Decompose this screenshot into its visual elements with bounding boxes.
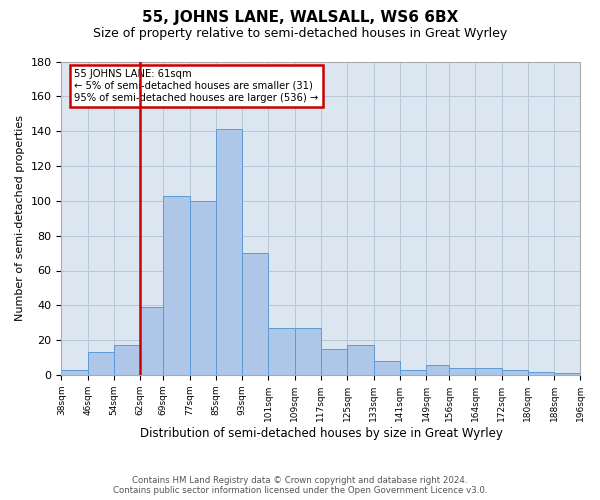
Text: 55 JOHNS LANE: 61sqm
← 5% of semi-detached houses are smaller (31)
95% of semi-d: 55 JOHNS LANE: 61sqm ← 5% of semi-detach…: [74, 70, 319, 102]
Bar: [475, 368, 502, 375]
Text: 55, JOHNS LANE, WALSALL, WS6 6BX: 55, JOHNS LANE, WALSALL, WS6 6BX: [142, 10, 458, 25]
Bar: [374, 361, 400, 375]
Bar: [347, 346, 374, 375]
Bar: [216, 130, 242, 375]
Bar: [140, 307, 163, 375]
Bar: [295, 328, 321, 375]
Bar: [114, 346, 140, 375]
Bar: [554, 374, 580, 375]
Bar: [61, 370, 88, 375]
Bar: [268, 328, 295, 375]
Bar: [88, 352, 114, 375]
Bar: [400, 370, 426, 375]
Text: Size of property relative to semi-detached houses in Great Wyrley: Size of property relative to semi-detach…: [93, 28, 507, 40]
Bar: [426, 364, 449, 375]
Bar: [502, 370, 528, 375]
Bar: [321, 349, 347, 375]
X-axis label: Distribution of semi-detached houses by size in Great Wyrley: Distribution of semi-detached houses by …: [140, 426, 502, 440]
Bar: [242, 253, 268, 375]
Bar: [163, 196, 190, 375]
Bar: [528, 372, 554, 375]
Bar: [449, 368, 475, 375]
Bar: [190, 201, 216, 375]
Text: Contains HM Land Registry data © Crown copyright and database right 2024.
Contai: Contains HM Land Registry data © Crown c…: [113, 476, 487, 495]
Y-axis label: Number of semi-detached properties: Number of semi-detached properties: [15, 116, 25, 322]
